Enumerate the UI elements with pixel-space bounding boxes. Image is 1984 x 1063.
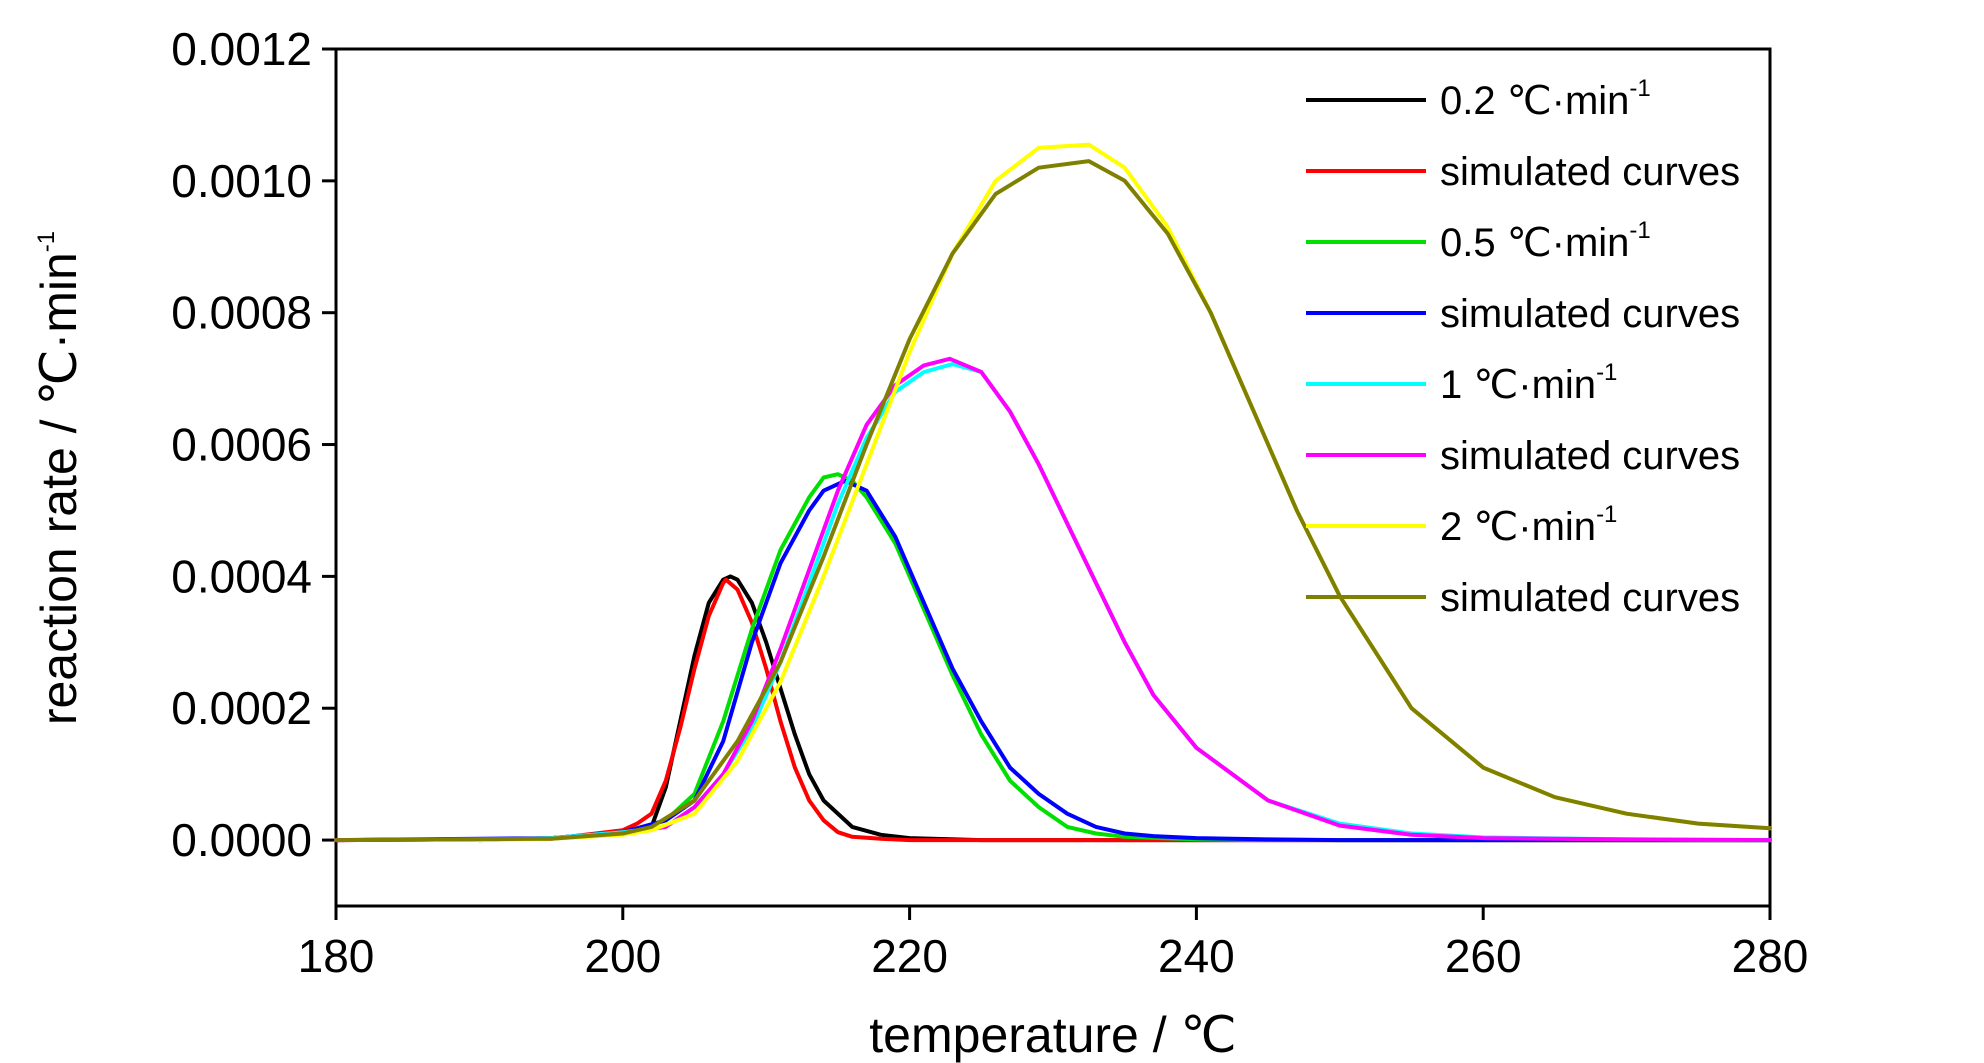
legend-label-text: simulated curves — [1440, 150, 1740, 194]
x-axis-ticks: 180 200 220 240 260 280 — [298, 906, 1809, 982]
x-tick-label: 240 — [1158, 930, 1235, 982]
y-axis-title-sup: -1 — [33, 231, 60, 252]
legend-label-text: 2 ℃·min — [1440, 505, 1596, 549]
x-axis-title: temperature / ℃ — [869, 1007, 1236, 1063]
legend-label-text: 0.5 ℃·min — [1440, 221, 1629, 265]
legend-label-text: 0.2 ℃·min — [1440, 79, 1629, 123]
y-tick-label: 0.0010 — [171, 155, 312, 207]
legend-label-sup: -1 — [1596, 359, 1617, 386]
legend-label-text: simulated curves — [1440, 434, 1740, 478]
x-tick-label: 200 — [584, 930, 661, 982]
y-tick-label: 0.0006 — [171, 419, 312, 471]
y-tick-label: 0.0012 — [171, 23, 312, 75]
x-tick-label: 280 — [1732, 930, 1809, 982]
legend-label: simulated curves — [1440, 150, 1740, 194]
legend-label: simulated curves — [1440, 292, 1740, 336]
y-tick-label: 0.0002 — [171, 682, 312, 734]
series-line — [477, 472, 1772, 843]
legend-label-text: simulated curves — [1440, 576, 1740, 620]
series-line — [334, 356, 1772, 843]
plot-frame — [334, 47, 1772, 908]
legend-label: simulated curves — [1440, 434, 1740, 478]
x-tick-label: 260 — [1445, 930, 1522, 982]
legend-label: 0.5 ℃·min-1 — [1440, 217, 1651, 265]
series-lines — [334, 142, 1772, 843]
series-line — [477, 574, 1772, 843]
legend-label: 0.2 ℃·min-1 — [1440, 75, 1651, 123]
series-line — [334, 577, 1772, 843]
legend-label-sup: -1 — [1629, 75, 1650, 102]
y-tick-label: 0.0008 — [171, 287, 312, 339]
y-axis-ticks: 0.0000 0.0002 0.0004 0.0006 0.0008 0.0010 0.00… — [171, 23, 336, 866]
legend-label: 1 ℃·min-1 — [1440, 359, 1617, 407]
legend-label: 2 ℃·min-1 — [1440, 501, 1617, 549]
legend-label-text: 1 ℃·min — [1440, 363, 1596, 407]
series-line — [334, 159, 1772, 843]
legend-label-sup: -1 — [1596, 501, 1617, 528]
y-axis-title-text: reaction rate / ℃·min — [31, 252, 87, 725]
y-tick-label: 0.0004 — [171, 550, 312, 602]
x-tick-label: 220 — [871, 930, 948, 982]
legend-label-text: simulated curves — [1440, 292, 1740, 336]
x-tick-label: 180 — [298, 930, 375, 982]
legend-label-sup: -1 — [1629, 217, 1650, 244]
legend-label: simulated curves — [1440, 576, 1740, 620]
y-axis-title: reaction rate / ℃·min-1 — [31, 231, 87, 725]
y-tick-label: 0.0000 — [171, 814, 312, 866]
